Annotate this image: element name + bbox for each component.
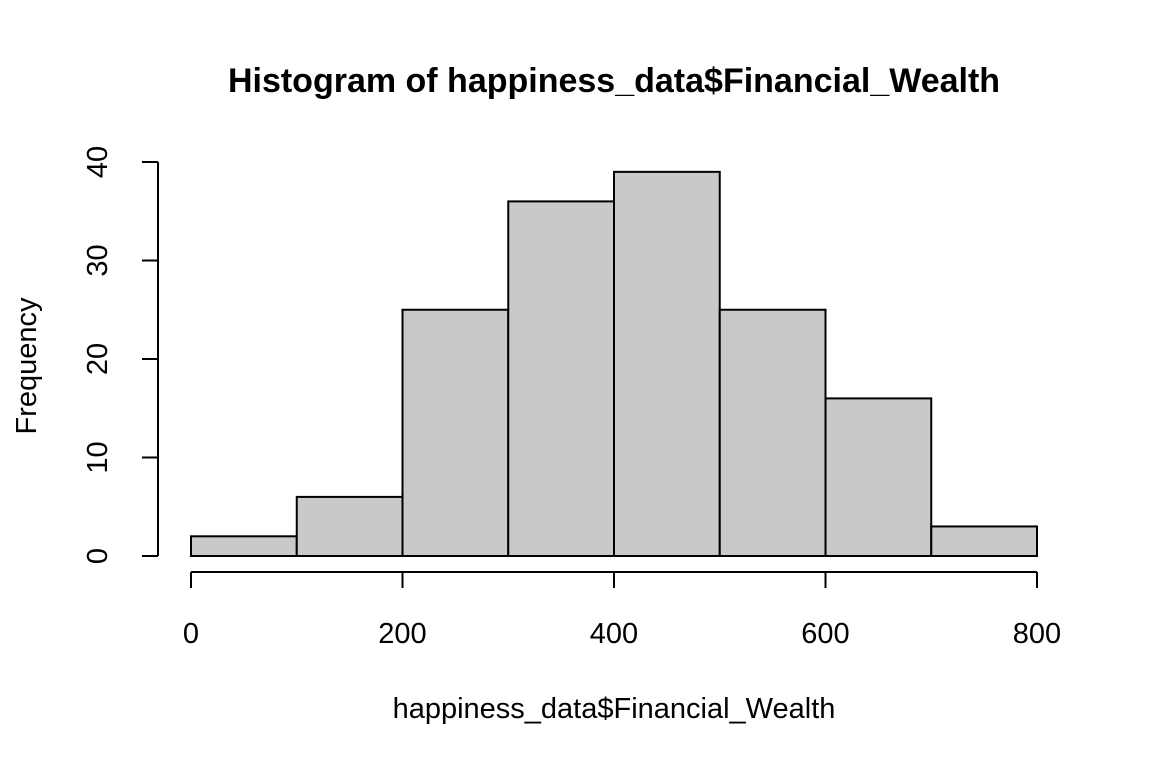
histogram-bar — [824, 397, 933, 557]
histogram-bar — [295, 495, 404, 557]
histogram-bar — [613, 170, 721, 557]
x-tick-label: 400 — [590, 618, 638, 650]
y-tick-label: 10 — [82, 441, 114, 473]
histogram-bar — [190, 535, 298, 557]
x-tick-label: 0 — [183, 618, 199, 650]
histogram-bar — [930, 525, 1038, 558]
x-axis-label: happiness_data$Financial_Wealth — [393, 693, 836, 725]
y-tick-label: 40 — [82, 146, 114, 178]
x-axis: 0 200 400 600 800 — [183, 571, 1061, 650]
y-tick-label: 0 — [82, 548, 114, 564]
bars-group — [190, 170, 1038, 558]
x-tick-label: 200 — [378, 618, 426, 650]
y-tick-label: 20 — [82, 343, 114, 375]
y-axis-label: Frequency — [11, 297, 43, 435]
y-axis: 0 10 20 30 40 — [82, 146, 159, 564]
y-tick-label: 30 — [82, 244, 114, 276]
histogram-bar — [401, 308, 510, 557]
histogram-bar — [507, 200, 615, 557]
chart-title: Histogram of happiness_data$Financial_We… — [228, 62, 1000, 100]
histogram-bar — [718, 308, 827, 557]
x-tick-label: 600 — [801, 618, 849, 650]
x-tick-label: 800 — [1013, 618, 1061, 650]
